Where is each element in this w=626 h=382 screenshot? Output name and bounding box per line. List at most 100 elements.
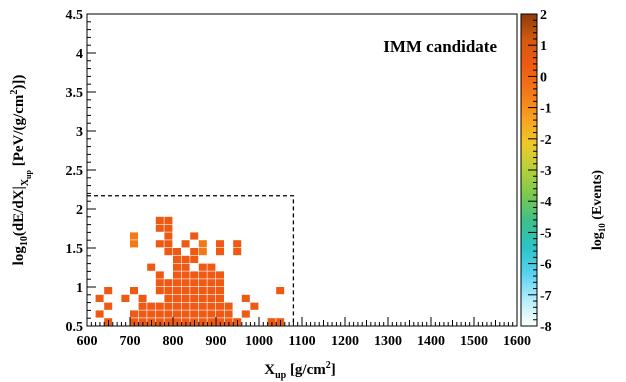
heatmap-cell [164,224,173,232]
heatmap-cell [155,216,164,224]
heatmap-cell [181,310,190,318]
heatmap-cell [198,294,207,302]
heatmap-cell [216,310,224,318]
x-tick-label: 1200 [331,334,359,349]
heatmap-cell [147,310,156,318]
heatmap-cell [173,279,181,287]
heatmap-cell [155,287,164,295]
y-tick-label: 1 [76,281,83,296]
heatmap-cell [207,279,216,287]
heatmap-cell [198,248,207,256]
colorbar-tick-label: -3 [540,164,552,179]
heatmap-cell [181,271,190,279]
heatmap-cell [155,302,164,310]
heatmap-cell [95,310,104,318]
heatmap-cell [190,232,199,240]
heatmap-cell [216,279,224,287]
heatmap-cell [207,263,216,271]
heatmap-cell [138,310,147,318]
y-tick-label: 4 [76,47,83,62]
heatmap-cell [224,310,233,318]
heatmap-cell [173,310,181,318]
heatmap-cell [207,302,216,310]
heatmap-cell [173,287,181,295]
heatmap-cell [267,318,276,326]
heatmap-cell [138,294,147,302]
x-tick-label: 1300 [374,334,402,349]
heatmap-cell [104,302,113,310]
heatmap-cell [173,263,181,271]
y-tick-label: 2 [76,203,83,218]
heatmap-cell [181,294,190,302]
heatmap-cell [190,302,199,310]
heatmap-cell [207,310,216,318]
heatmap-cell [198,318,207,326]
heatmap-cell [181,240,190,248]
heatmap-cell [164,240,173,248]
heatmap-cell [173,255,181,263]
heatmap-cell [216,271,224,279]
heatmap-cell [164,302,173,310]
heatmap-cell [216,240,224,248]
heatmap-cell [190,271,199,279]
heatmap-cell [207,294,216,302]
heatmap-cell [181,255,190,263]
plot-frame [86,13,518,327]
heatmap-cell [130,232,138,240]
colorbar-tick-label: -8 [540,320,552,335]
heatmap-cell [173,302,181,310]
heatmap-cell [164,310,173,318]
y-tick-label: 4.5 [66,8,84,23]
heatmap-cell [130,310,138,318]
heatmap-cell [216,294,224,302]
heatmap-cell [233,240,242,248]
y-tick-label: 2.5 [66,164,84,179]
colorbar-tick-label: -2 [540,133,552,148]
heatmap-cell [190,255,199,263]
heatmap-cell [207,271,216,279]
heatmap-cell [233,248,242,256]
heatmap-cell [173,318,181,326]
colorbar-tick-label: 1 [540,39,547,54]
heatmap-cell [276,287,285,295]
heatmap-cell [241,294,250,302]
heatmap-cell [216,302,224,310]
heatmap-cell [224,302,233,310]
heatmap-cell [164,287,173,295]
x-tick-label: 900 [206,334,227,349]
x-tick-label: 1400 [417,334,445,349]
heatmap-cell [198,263,207,271]
heatmap-cell [104,287,113,295]
heatmap-cell [190,279,199,287]
y-tick-label: 3 [76,125,83,140]
x-tick-label: 1100 [288,334,315,349]
heatmap-cell [164,294,173,302]
y-tick-label: 1.5 [66,242,84,257]
x-tick-label: 600 [77,334,98,349]
y-axis: 0.5 1 1.5 2 2.5 3 3.5 4 4.5 [66,8,96,335]
heatmap-cell [147,302,156,310]
heatmap-cell [173,294,181,302]
colorbar-axis: -8 -7 -6 -5 -4 -3 -2 -1 0 1 2 [528,8,552,335]
colorbar-tick-label: -4 [540,195,552,210]
colorbar-tick-label: -6 [540,258,552,273]
heatmap-cell [190,310,199,318]
x-axis: 600 700 800 900 1000 1100 1200 1300 1400 1500 1600 [77,317,531,349]
heatmap-cell [155,240,164,248]
heatmap-cell [138,318,147,326]
heatmap-cell [198,279,207,287]
heatmap-cell [198,302,207,310]
colorbar-tick-label: -1 [540,102,552,117]
x-tick-label: 1500 [460,334,488,349]
colorbar-title: log10 (Events) [590,170,607,251]
heatmap-cell [216,248,224,256]
heatmap-cell [190,248,199,256]
x-axis-title: Xup [g/cm2] [264,360,336,381]
cut-region-box [87,195,295,326]
heatmap-cell [95,294,104,302]
x-tick-label: 1600 [503,334,531,349]
heatmap-cell [181,318,190,326]
heatmap-cell [121,294,130,302]
heatmap-cell [224,318,233,326]
